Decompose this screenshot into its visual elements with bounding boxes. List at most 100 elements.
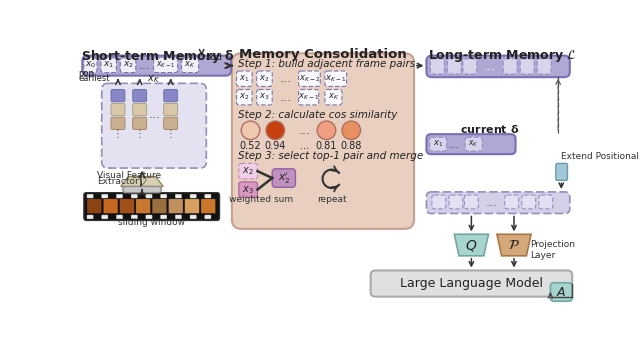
- FancyBboxPatch shape: [146, 194, 152, 198]
- FancyBboxPatch shape: [449, 195, 463, 209]
- Text: ...: ...: [447, 138, 460, 151]
- FancyBboxPatch shape: [87, 215, 93, 219]
- FancyBboxPatch shape: [168, 199, 183, 213]
- FancyBboxPatch shape: [182, 58, 198, 73]
- FancyBboxPatch shape: [102, 215, 108, 219]
- Text: $x_{K-1}$: $x_{K-1}$: [325, 73, 346, 84]
- Text: $\mathcal{P}$: $\mathcal{P}$: [508, 238, 520, 252]
- FancyBboxPatch shape: [87, 199, 102, 213]
- FancyBboxPatch shape: [257, 89, 272, 105]
- Text: current $\mathbf{\delta}$: current $\mathbf{\delta}$: [460, 122, 519, 135]
- FancyBboxPatch shape: [184, 199, 199, 213]
- Text: 0.94: 0.94: [264, 141, 286, 151]
- FancyBboxPatch shape: [146, 215, 152, 219]
- Text: Long-term Memory $\mathcal{L}$: Long-term Memory $\mathcal{L}$: [428, 48, 577, 64]
- FancyBboxPatch shape: [120, 199, 134, 213]
- FancyBboxPatch shape: [432, 195, 446, 209]
- Text: $x_K$: $x_K$: [184, 60, 196, 71]
- FancyBboxPatch shape: [132, 103, 147, 116]
- FancyBboxPatch shape: [237, 89, 252, 105]
- Text: Visual Feature: Visual Feature: [97, 171, 161, 180]
- FancyBboxPatch shape: [161, 194, 167, 198]
- FancyBboxPatch shape: [426, 134, 516, 154]
- FancyBboxPatch shape: [522, 195, 536, 209]
- Text: $x_K$: $x_K$: [147, 73, 160, 85]
- FancyBboxPatch shape: [205, 194, 211, 198]
- FancyBboxPatch shape: [164, 103, 178, 116]
- Polygon shape: [121, 176, 163, 187]
- FancyBboxPatch shape: [430, 59, 444, 74]
- FancyBboxPatch shape: [136, 199, 150, 213]
- Circle shape: [317, 121, 336, 140]
- Text: $A$: $A$: [556, 285, 566, 299]
- FancyBboxPatch shape: [123, 187, 161, 193]
- Text: ...: ...: [280, 72, 291, 85]
- Text: ⋮: ⋮: [166, 129, 175, 139]
- Text: $x_{K-1}$: $x_{K-1}$: [298, 92, 319, 102]
- FancyBboxPatch shape: [550, 283, 572, 301]
- FancyBboxPatch shape: [232, 53, 414, 229]
- FancyBboxPatch shape: [154, 58, 178, 73]
- FancyBboxPatch shape: [131, 194, 138, 198]
- Text: $x_3$: $x_3$: [259, 92, 269, 102]
- Text: repeat: repeat: [317, 195, 347, 204]
- Text: sliding window: sliding window: [118, 218, 185, 227]
- FancyBboxPatch shape: [429, 137, 447, 151]
- Text: ...: ...: [299, 124, 311, 137]
- FancyBboxPatch shape: [131, 215, 138, 219]
- FancyBboxPatch shape: [205, 215, 211, 219]
- Text: ...: ...: [280, 91, 291, 104]
- Circle shape: [241, 121, 260, 140]
- FancyBboxPatch shape: [237, 71, 252, 86]
- Text: weighted sum: weighted sum: [228, 195, 292, 204]
- FancyBboxPatch shape: [503, 59, 517, 74]
- FancyBboxPatch shape: [116, 215, 123, 219]
- FancyBboxPatch shape: [102, 194, 108, 198]
- Text: ...: ...: [484, 60, 496, 73]
- Text: $x_3$: $x_3$: [243, 184, 254, 196]
- Text: $\mathcal{V}$: $\mathcal{V}$: [136, 174, 148, 189]
- FancyBboxPatch shape: [164, 117, 178, 129]
- FancyBboxPatch shape: [190, 194, 196, 198]
- Text: Projection
Layer: Projection Layer: [531, 240, 575, 260]
- FancyBboxPatch shape: [111, 117, 125, 129]
- Text: Extractor: Extractor: [97, 176, 139, 185]
- Text: add: add: [205, 53, 223, 62]
- FancyBboxPatch shape: [447, 59, 461, 74]
- FancyBboxPatch shape: [102, 83, 206, 168]
- FancyBboxPatch shape: [84, 193, 220, 220]
- FancyBboxPatch shape: [101, 58, 116, 73]
- FancyBboxPatch shape: [103, 199, 118, 213]
- Text: $x_1$: $x_1$: [239, 73, 250, 84]
- Text: $x_2$: $x_2$: [243, 165, 254, 177]
- FancyBboxPatch shape: [111, 103, 125, 116]
- Text: Step 1: build adjacent frame pairs: Step 1: build adjacent frame pairs: [238, 60, 415, 70]
- FancyBboxPatch shape: [537, 59, 551, 74]
- FancyBboxPatch shape: [83, 56, 231, 76]
- Text: $x_{K-1}$: $x_{K-1}$: [156, 60, 175, 71]
- Text: Extend Positional Encoding: Extend Positional Encoding: [561, 152, 640, 161]
- Text: $x_0$: $x_0$: [85, 60, 96, 71]
- Text: $x_1$: $x_1$: [433, 139, 444, 149]
- Polygon shape: [497, 234, 531, 256]
- FancyBboxPatch shape: [239, 164, 257, 179]
- FancyBboxPatch shape: [325, 89, 342, 105]
- Text: ...: ...: [486, 196, 497, 209]
- Circle shape: [342, 121, 360, 140]
- FancyBboxPatch shape: [426, 56, 570, 77]
- Text: 0.81: 0.81: [316, 141, 337, 151]
- Text: Large Language Model: Large Language Model: [400, 277, 543, 290]
- Text: Memory Consolidation: Memory Consolidation: [239, 48, 407, 61]
- Text: ⋮: ⋮: [135, 129, 145, 139]
- FancyBboxPatch shape: [520, 59, 534, 74]
- FancyBboxPatch shape: [257, 71, 272, 86]
- Text: ...: ...: [300, 141, 309, 151]
- Text: earliest: earliest: [79, 74, 110, 83]
- FancyBboxPatch shape: [87, 194, 93, 198]
- Polygon shape: [454, 234, 488, 256]
- Text: pop: pop: [79, 70, 94, 79]
- Text: $x_1$: $x_1$: [103, 60, 114, 71]
- FancyBboxPatch shape: [539, 195, 553, 209]
- Text: $x_2$: $x_2$: [123, 60, 134, 71]
- Text: ...: ...: [148, 109, 161, 121]
